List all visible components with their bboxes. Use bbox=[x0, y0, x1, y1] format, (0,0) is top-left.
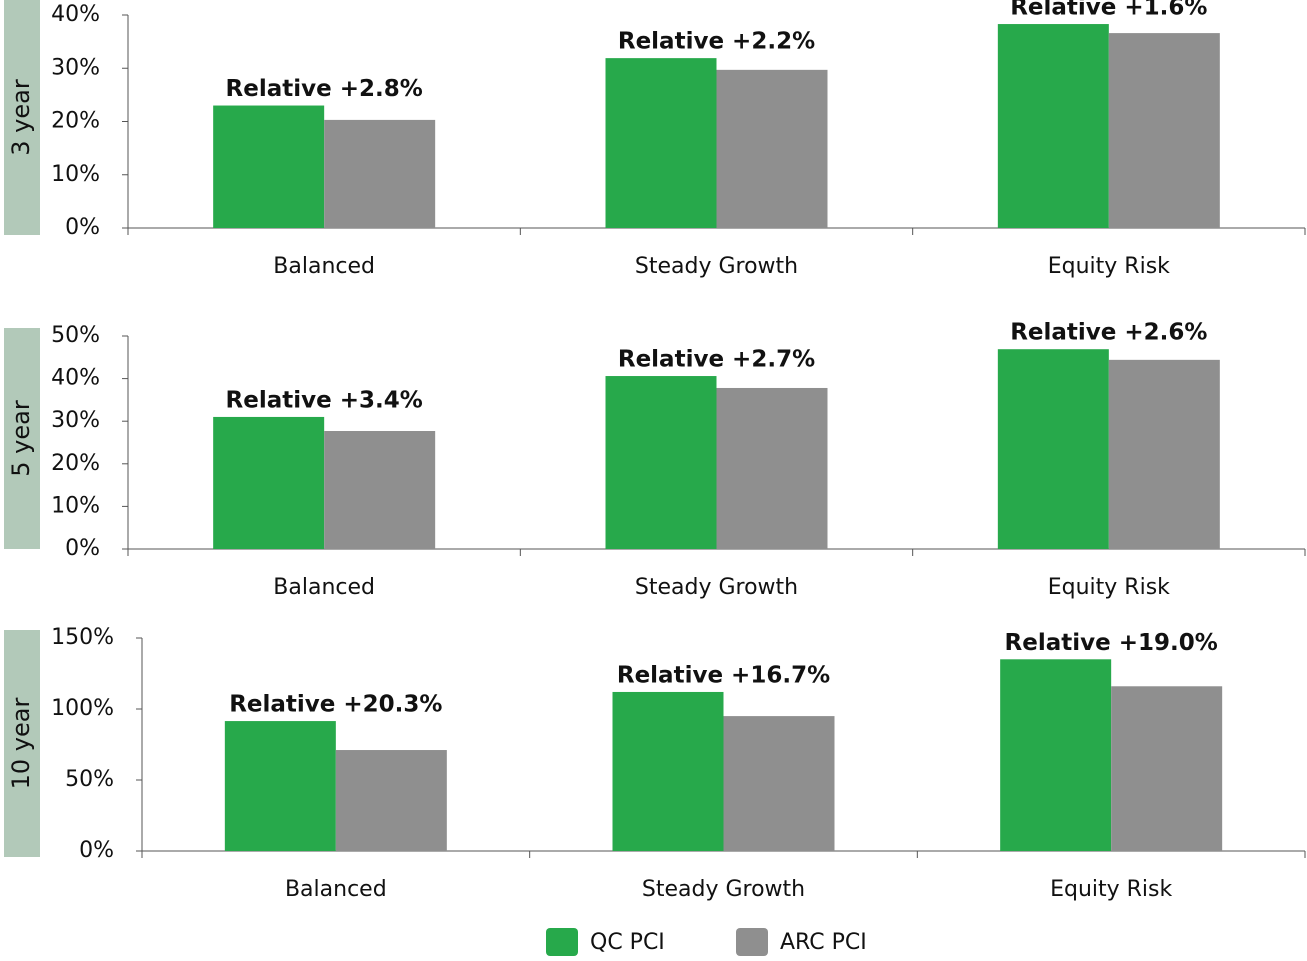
bar bbox=[335, 750, 447, 851]
x-tick-label: Equity Risk bbox=[1050, 877, 1172, 902]
x-tick-label: Steady Growth bbox=[635, 575, 798, 600]
x-tick-label: Balanced bbox=[285, 877, 387, 902]
x-tick-label: Steady Growth bbox=[642, 877, 805, 902]
bar bbox=[716, 387, 828, 549]
bar bbox=[605, 376, 717, 549]
y-tick-label: 40% bbox=[51, 366, 100, 391]
x-tick-label: Balanced bbox=[273, 575, 375, 600]
legend-label: ARC PCI bbox=[780, 930, 867, 955]
y-tick-label: 0% bbox=[79, 838, 114, 863]
annotation: Relative +20.3% bbox=[229, 692, 442, 718]
bar bbox=[605, 58, 717, 228]
y-tick-label: 50% bbox=[51, 323, 100, 348]
side-label: 5 year bbox=[7, 400, 35, 477]
y-tick-label: 0% bbox=[65, 536, 100, 561]
annotation: Relative +19.0% bbox=[1005, 630, 1218, 656]
bar bbox=[1108, 33, 1220, 229]
y-tick-label: 150% bbox=[51, 625, 114, 650]
bar bbox=[213, 416, 325, 549]
bar bbox=[213, 105, 325, 228]
y-tick-label: 100% bbox=[51, 696, 114, 721]
y-tick-label: 30% bbox=[51, 408, 100, 433]
bar bbox=[1000, 659, 1112, 851]
y-tick-label: 10% bbox=[51, 162, 100, 187]
y-tick-label: 30% bbox=[51, 55, 100, 80]
legend-swatch bbox=[736, 928, 768, 956]
y-tick-label: 20% bbox=[51, 451, 100, 476]
bar bbox=[224, 721, 336, 851]
y-tick-label: 0% bbox=[65, 215, 100, 240]
side-label: 10 year bbox=[7, 698, 35, 790]
side-label-box bbox=[4, 630, 40, 857]
annotation: Relative +2.2% bbox=[618, 29, 815, 55]
x-tick-label: Steady Growth bbox=[635, 254, 798, 279]
side-label-box bbox=[4, 0, 40, 235]
annotation: Relative +2.8% bbox=[226, 76, 423, 102]
x-tick-label: Equity Risk bbox=[1048, 254, 1170, 279]
annotation: Relative +1.6% bbox=[1010, 0, 1207, 21]
legend-label: QC PCI bbox=[590, 930, 665, 955]
legend-swatch bbox=[546, 928, 578, 956]
x-tick-label: Equity Risk bbox=[1048, 575, 1170, 600]
bar bbox=[723, 716, 835, 851]
y-tick-label: 10% bbox=[51, 493, 100, 518]
y-tick-label: 50% bbox=[65, 767, 114, 792]
bar bbox=[716, 69, 828, 228]
bar bbox=[324, 430, 436, 549]
y-tick-label: 40% bbox=[51, 2, 100, 27]
annotation: Relative +16.7% bbox=[617, 662, 830, 688]
y-tick-label: 20% bbox=[51, 109, 100, 134]
annotation: Relative +3.4% bbox=[226, 387, 423, 413]
annotation: Relative +2.7% bbox=[618, 347, 815, 373]
bar bbox=[1108, 359, 1220, 549]
bar bbox=[324, 119, 436, 228]
bar bbox=[997, 349, 1109, 549]
bar bbox=[1111, 686, 1223, 851]
annotation: Relative +2.6% bbox=[1010, 320, 1207, 346]
bar bbox=[612, 691, 724, 851]
bar bbox=[997, 24, 1109, 228]
side-label-box bbox=[4, 328, 40, 549]
x-tick-label: Balanced bbox=[273, 254, 375, 279]
side-label: 3 year bbox=[7, 79, 35, 156]
